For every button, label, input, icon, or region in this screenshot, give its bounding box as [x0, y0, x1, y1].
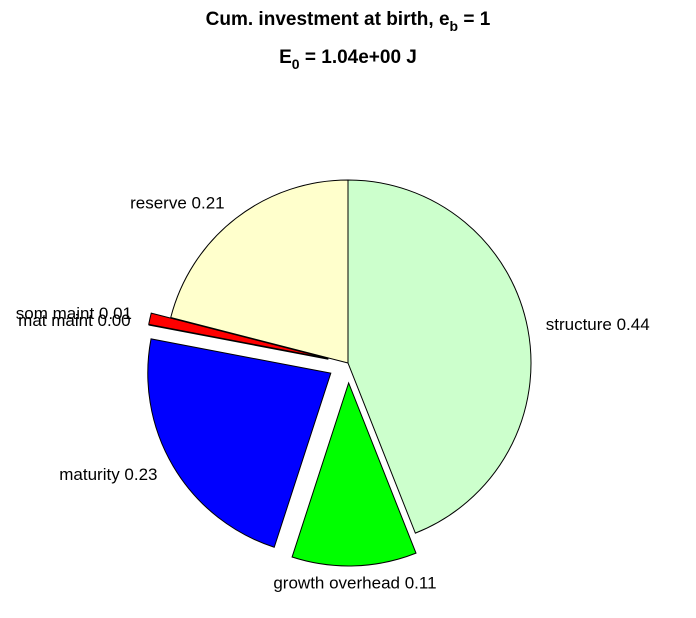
- slice-label: reserve 0.21: [130, 193, 225, 212]
- slice-label: growth overhead 0.11: [273, 574, 436, 593]
- pie-slice: [147, 338, 332, 548]
- pie-slice: [347, 179, 532, 534]
- pie-slice: [170, 179, 349, 364]
- slice-label: som maint 0.01: [16, 304, 132, 323]
- slice-label: mat maint 0.00: [18, 311, 130, 330]
- title-text: = 1: [458, 9, 491, 30]
- chart-title: Cum. investment at birth, eb = 1: [206, 9, 491, 34]
- pie-slice: [148, 312, 329, 360]
- subtitle-subscript: 0: [292, 56, 300, 72]
- slice-label: structure 0.44: [546, 315, 650, 334]
- pie-slice: [148, 324, 329, 360]
- pie-slice: [291, 381, 417, 567]
- chart-subtitle: E0 = 1.04e+00 J: [279, 47, 417, 72]
- subtitle-text: = 1.04e+00 J: [300, 47, 417, 68]
- title-text: Cum. investment at birth, e: [206, 9, 450, 30]
- title-subscript: b: [450, 18, 459, 34]
- slice-label: maturity 0.23: [59, 465, 157, 484]
- subtitle-text: E: [279, 47, 292, 68]
